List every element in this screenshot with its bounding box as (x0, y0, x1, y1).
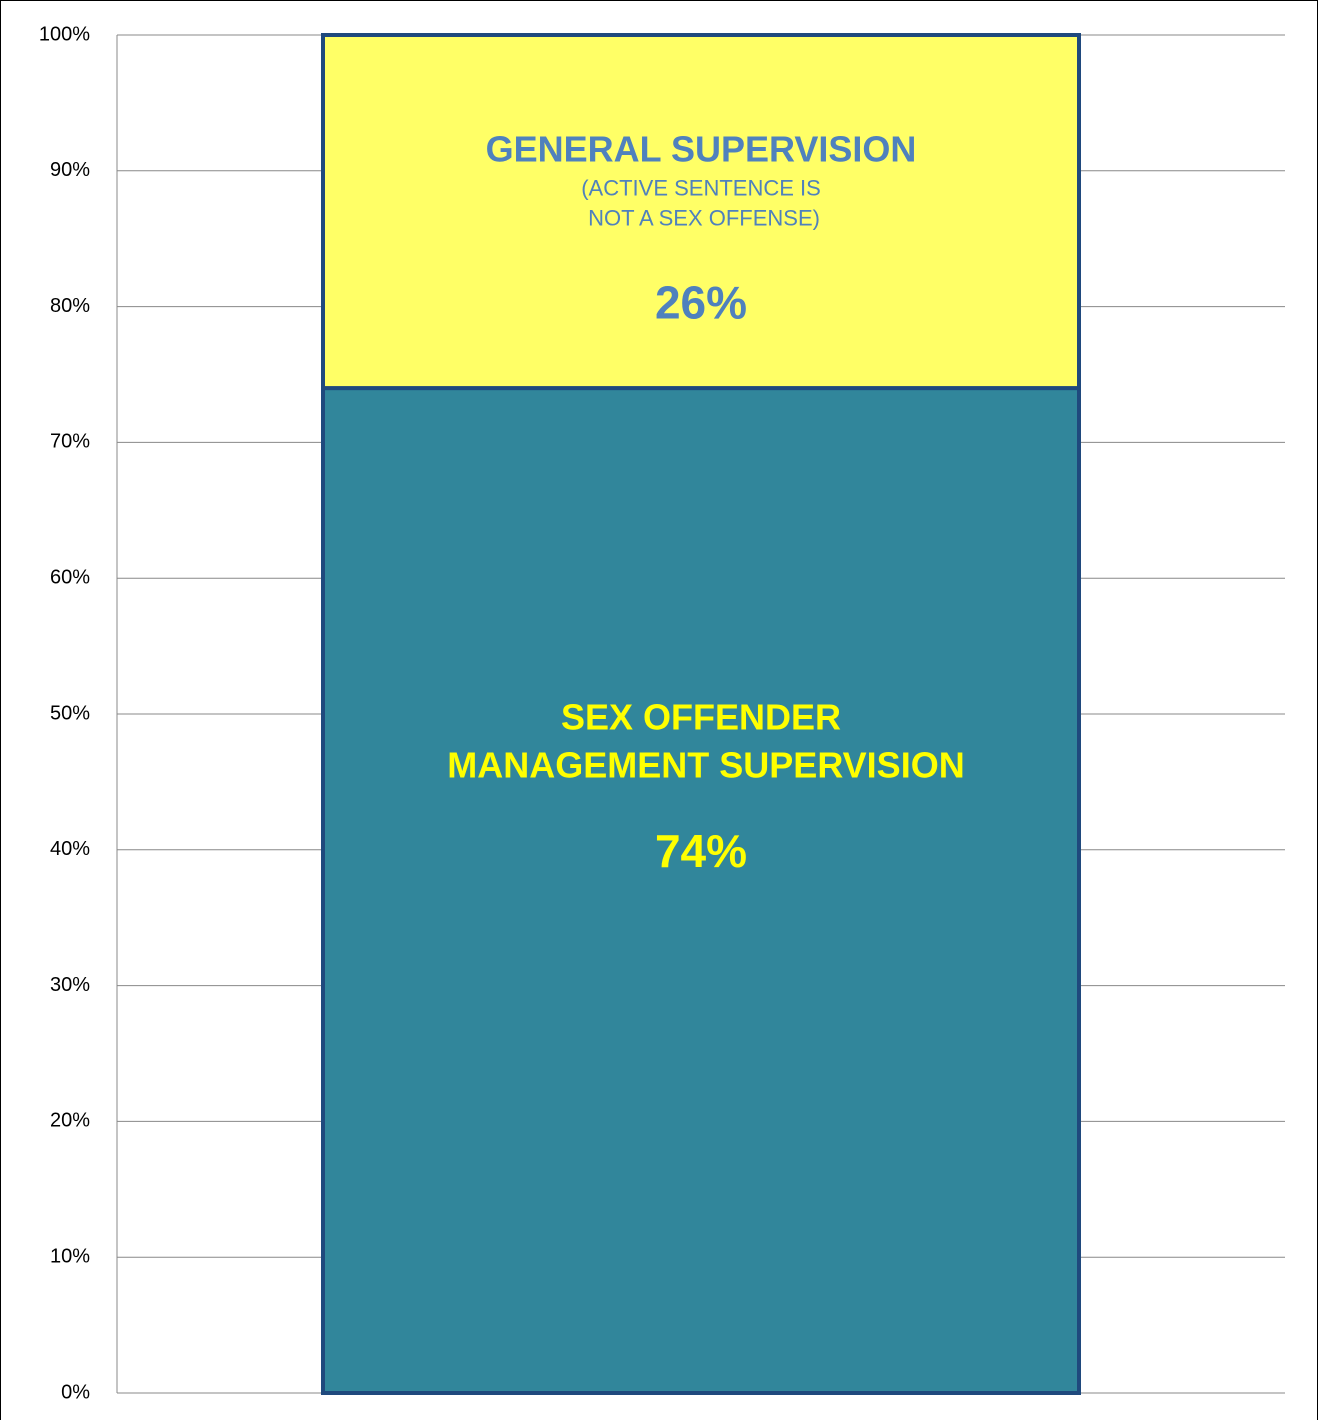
segment-note: (ACTIVE SENTENCE IS NOT A SEX OFFENSE) (581, 175, 821, 230)
bar-segment (321, 386, 1081, 1395)
y-tick-label: 40% (50, 838, 90, 860)
y-tick-label: 100% (39, 23, 90, 45)
y-tick-label: 90% (50, 159, 90, 181)
y-tick-label: 10% (50, 1245, 90, 1267)
y-tick-label: 30% (50, 974, 90, 996)
value-label: 74% (655, 825, 747, 877)
y-tick-label: 70% (50, 431, 90, 453)
y-tick-label: 20% (50, 1110, 90, 1132)
y-tick-label: 50% (50, 702, 90, 724)
y-tick-label: 80% (50, 295, 90, 317)
bar-segment (321, 33, 1081, 391)
y-tick-label: 60% (50, 566, 90, 588)
segment-name: SEX OFFENDER MANAGEMENT SUPERVISION (437, 696, 964, 785)
value-label: 26% (655, 277, 747, 329)
y-tick-label: 0% (61, 1381, 90, 1403)
segment-name: GENERAL SUPERVISION (486, 128, 917, 169)
